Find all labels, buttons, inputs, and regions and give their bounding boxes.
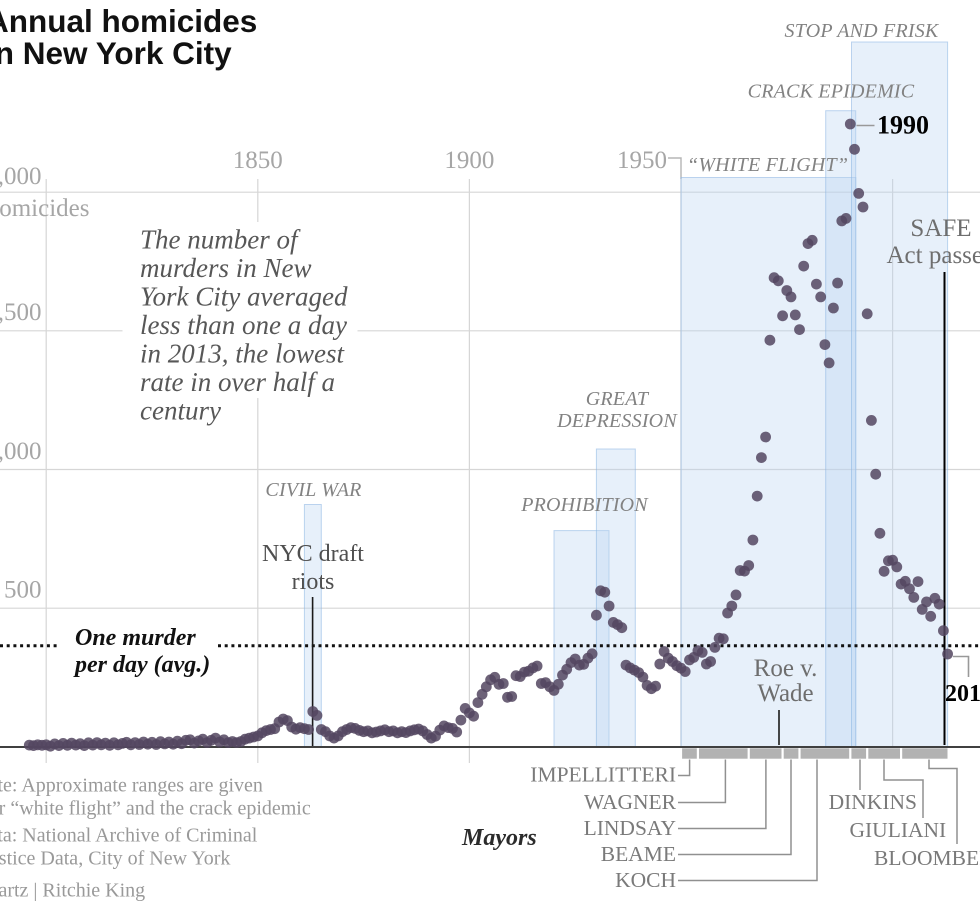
- svg-text:CIVIL WAR: CIVIL WAR: [265, 479, 361, 501]
- svg-text:rate in over half a: rate in over half a: [140, 367, 335, 397]
- svg-text:Wade: Wade: [757, 680, 813, 707]
- svg-text:less than one a day: less than one a day: [140, 310, 347, 340]
- svg-text:York City averaged: York City averaged: [140, 282, 348, 312]
- svg-text:The number of: The number of: [140, 225, 301, 255]
- svg-text:1990: 1990: [877, 111, 929, 140]
- svg-text:Act passed: Act passed: [887, 242, 980, 269]
- svg-text:DINKINS: DINKINS: [829, 790, 917, 814]
- svg-text:murders in New: murders in New: [140, 253, 312, 283]
- svg-text:in 2013, the lowest: in 2013, the lowest: [140, 339, 345, 369]
- svg-text:WAGNER: WAGNER: [584, 790, 677, 814]
- svg-text:BLOOMBERG: BLOOMBERG: [874, 846, 980, 870]
- svg-text:KOCH: KOCH: [615, 868, 676, 892]
- svg-text:Quartz | Ritchie King: Quartz | Ritchie King: [0, 880, 145, 902]
- svg-text:homicides: homicides: [0, 195, 90, 222]
- svg-text:STOP AND FRISK: STOP AND FRISK: [785, 20, 940, 42]
- svg-text:GIULIANI: GIULIANI: [850, 818, 947, 842]
- svg-text:GREAT: GREAT: [586, 388, 650, 410]
- svg-text:CRACK EPIDEMIC: CRACK EPIDEMIC: [748, 81, 915, 103]
- svg-text:PROHIBITION: PROHIBITION: [520, 494, 649, 516]
- svg-text:in New York City: in New York City: [0, 35, 232, 71]
- svg-text:Annual homicides: Annual homicides: [0, 3, 257, 39]
- svg-text:2,000: 2,000: [0, 163, 42, 190]
- svg-text:BEAME: BEAME: [601, 842, 676, 866]
- svg-text:500: 500: [4, 577, 42, 604]
- svg-text:1,500: 1,500: [0, 299, 42, 326]
- svg-text:“WHITE FLIGHT”: “WHITE FLIGHT”: [687, 154, 848, 176]
- svg-text:NYC draft: NYC draft: [262, 541, 364, 567]
- svg-text:Data: National Archive of Crim: Data: National Archive of Criminal: [0, 825, 258, 847]
- svg-text:Justice Data, City of New York: Justice Data, City of New York: [0, 848, 230, 870]
- svg-text:1,000: 1,000: [0, 438, 42, 465]
- svg-text:Roe v.: Roe v.: [754, 655, 818, 682]
- svg-text:riots: riots: [292, 569, 335, 595]
- svg-text:century: century: [140, 396, 221, 426]
- svg-text:1900: 1900: [444, 147, 494, 174]
- svg-text:per day (avg.): per day (avg.): [73, 652, 210, 678]
- svg-text:IMPELLITTERI: IMPELLITTERI: [530, 763, 676, 787]
- svg-text:Note: Approximate ranges are g: Note: Approximate ranges are given: [0, 775, 263, 797]
- svg-text:LINDSAY: LINDSAY: [584, 816, 676, 840]
- svg-text:2013: 2013: [945, 681, 980, 707]
- svg-text:1850: 1850: [233, 147, 283, 174]
- svg-text:1950: 1950: [617, 147, 667, 174]
- svg-text:for “white flight” and the cra: for “white flight” and the crack epidemi…: [0, 798, 311, 820]
- svg-text:SAFE: SAFE: [910, 215, 971, 242]
- svg-text:One murder: One murder: [75, 625, 196, 651]
- svg-text:Mayors: Mayors: [461, 825, 537, 851]
- svg-text:DEPRESSION: DEPRESSION: [556, 410, 678, 432]
